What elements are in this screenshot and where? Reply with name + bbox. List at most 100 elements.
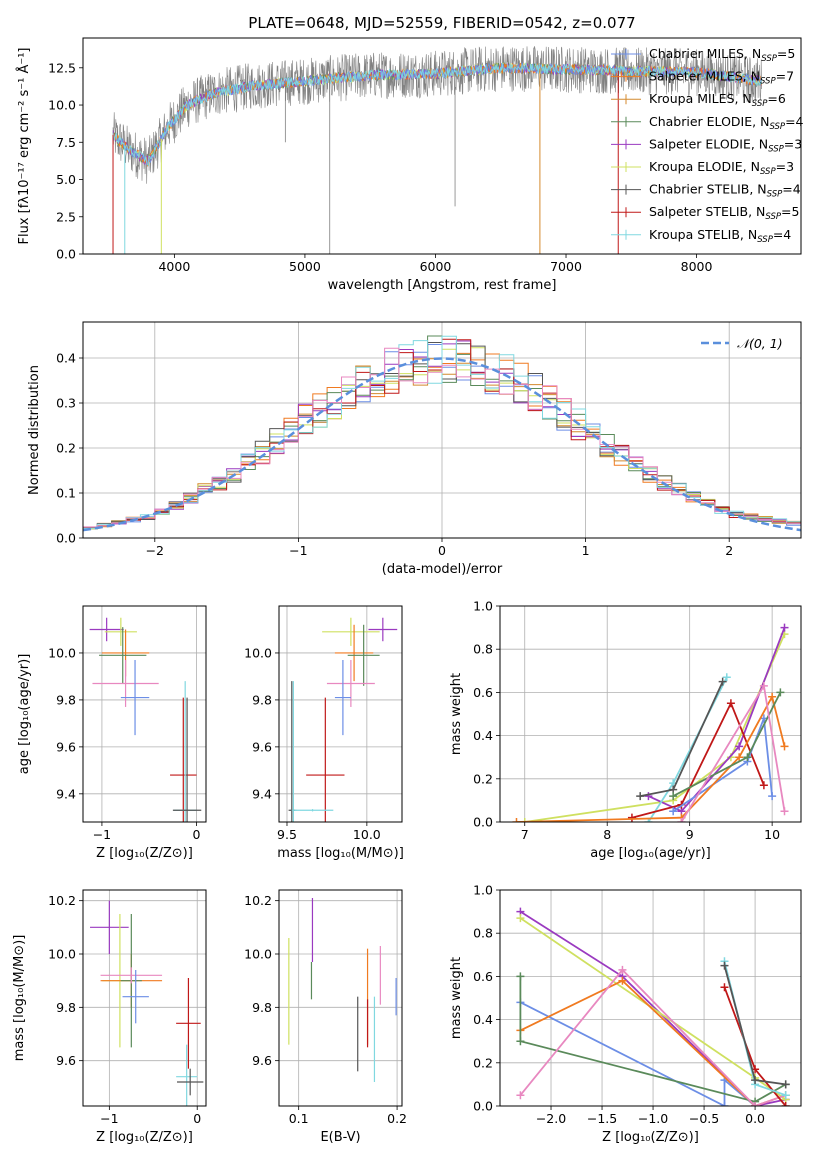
grid-lines bbox=[83, 890, 206, 1106]
x-tick-label: −1 bbox=[93, 827, 111, 842]
legend-entry: Kroupa STELIB, NSSP=4 bbox=[649, 227, 791, 245]
y-axis-label: mass weight bbox=[449, 673, 464, 755]
plot-area bbox=[89, 617, 202, 822]
legend-count: =4 bbox=[782, 182, 800, 197]
residuals-panel: −2 −1 0 1 2 0.0 0.1 0.2 0.3 0.4 (data-model)/error… bbox=[27, 321, 802, 577]
axes-frame bbox=[82, 605, 207, 823]
weight-point bbox=[516, 1037, 525, 1046]
axes-frame bbox=[82, 37, 802, 255]
y-tick-label: 9.6 bbox=[56, 1053, 76, 1068]
weight-point bbox=[751, 1102, 760, 1106]
weight-point bbox=[743, 753, 752, 762]
legend-count: =4 bbox=[785, 114, 803, 129]
plot-area bbox=[90, 900, 204, 1106]
weight-point bbox=[618, 976, 627, 985]
weight-series-s_elodie bbox=[648, 627, 786, 813]
x-tick-label: −1.5 bbox=[587, 1111, 617, 1126]
weight-point bbox=[669, 807, 678, 816]
x-tick-label: 0 bbox=[438, 543, 446, 558]
axes-frame bbox=[278, 889, 403, 1107]
y-tick-label: 0.0 bbox=[473, 1099, 493, 1114]
legend-text: Chabrier MILES, N bbox=[649, 46, 761, 61]
normal-curve bbox=[83, 357, 801, 532]
y-axis-label: age [log₁₀(age/yr)] bbox=[17, 654, 32, 775]
y-axis-label: Flux [fλ10⁻¹⁷ erg cm⁻² s⁻¹ Å⁻¹] bbox=[16, 48, 32, 245]
legend-entry: Kroupa MILES, NSSP=6 bbox=[649, 91, 786, 109]
weight-point bbox=[520, 818, 529, 822]
x-tick-label: 6000 bbox=[420, 259, 452, 274]
y-tick-label: 0.2 bbox=[473, 771, 493, 786]
weight-point bbox=[512, 818, 521, 822]
legend-entry: Salpeter STELIB, NSSP=5 bbox=[649, 204, 799, 222]
x-tick-label: 0.2 bbox=[387, 1111, 407, 1126]
weight-point bbox=[516, 972, 525, 981]
y-tick-label: 9.6 bbox=[56, 739, 76, 754]
y-tick-label: 9.6 bbox=[252, 1053, 272, 1068]
x-tick-label: 8 bbox=[603, 827, 611, 842]
mass-vs-reddening-panel: 0.1 0.2 9.6 9.8 10.0 10.2 E(B-V) bbox=[244, 889, 407, 1145]
y-axis-label: Normed distribution bbox=[27, 365, 42, 495]
y-tick-label: 0.4 bbox=[56, 351, 76, 366]
y-tick-label: 1.0 bbox=[473, 883, 493, 898]
x-tick-label: −1 bbox=[289, 543, 307, 558]
x-tick-label: 2 bbox=[725, 543, 733, 558]
x-tick-label: −2.0 bbox=[536, 1111, 566, 1126]
axes-frame bbox=[82, 321, 802, 539]
legend-text: Salpeter STELIB, N bbox=[649, 204, 765, 219]
y-tick-label: 0.0 bbox=[56, 247, 76, 262]
x-axis-label: E(B-V) bbox=[320, 1130, 360, 1145]
y-tick-label: 7.5 bbox=[56, 135, 76, 150]
legend-count: =7 bbox=[776, 69, 794, 84]
x-tick-label: 0 bbox=[193, 1111, 201, 1126]
y-tick-label: 0.0 bbox=[56, 531, 76, 546]
x-tick-label: −1 bbox=[100, 1111, 118, 1126]
weight-point bbox=[780, 742, 789, 751]
y-tick-label: 12.5 bbox=[48, 60, 76, 75]
weight-point bbox=[720, 961, 729, 970]
x-tick-label: −0.5 bbox=[689, 1111, 719, 1126]
y-tick-label: 9.8 bbox=[252, 692, 272, 707]
plot-area bbox=[112, 46, 762, 254]
y-tick-label: 9.8 bbox=[56, 692, 76, 707]
y-tick-label: 0.8 bbox=[473, 926, 493, 941]
y-tick-label: 0.0 bbox=[473, 815, 493, 830]
legend-entry: 𝒩(0, 1) bbox=[737, 336, 783, 351]
figure-title: PLATE=0648, MJD=52559, FIBERID=0542, z=0… bbox=[248, 14, 635, 32]
legend-text: Chabrier ELODIE, N bbox=[649, 114, 769, 129]
x-tick-label: 7 bbox=[521, 827, 529, 842]
mass-vs-metallicity-panel: −1 0 9.6 9.8 10.0 10.2 Z [log₁₀(Z/Z⊙)] mass [lo… bbox=[12, 889, 207, 1145]
weight-point bbox=[780, 623, 789, 632]
weight-point bbox=[718, 677, 727, 686]
weight-point bbox=[627, 813, 636, 822]
y-tick-label: 9.4 bbox=[252, 786, 272, 801]
y-tick-label: 0.8 bbox=[473, 642, 493, 657]
x-axis-label: Z [log₁₀(Z/Z⊙)] bbox=[96, 1130, 193, 1145]
model-spectrum-k_stelib bbox=[112, 62, 762, 167]
weight-point bbox=[516, 914, 525, 923]
plot-area bbox=[288, 617, 398, 822]
legend-text: Kroupa STELIB, N bbox=[649, 227, 757, 242]
y-tick-label: 10.0 bbox=[48, 645, 76, 660]
legend-entry: Kroupa ELODIE, NSSP=3 bbox=[649, 159, 794, 177]
axes-frame bbox=[499, 889, 802, 1107]
y-tick-label: 9.8 bbox=[56, 1000, 76, 1015]
x-tick-label: −1.0 bbox=[638, 1111, 668, 1126]
y-tick-label: 10.0 bbox=[48, 98, 76, 113]
y-tick-label: 9.6 bbox=[252, 739, 272, 754]
y-tick-label: 10.2 bbox=[244, 893, 272, 908]
weight-point bbox=[669, 792, 678, 801]
legend-entry: Chabrier STELIB, NSSP=4 bbox=[649, 182, 801, 200]
x-axis-label: (data-model)/error bbox=[382, 562, 503, 577]
legend-count: =5 bbox=[777, 46, 795, 61]
y-tick-label: 0.4 bbox=[473, 728, 493, 743]
spectrum-panel: 4000 5000 6000 7000 8000 0.0 2.5 5.0 7.5 10.0 12.5… bbox=[16, 37, 804, 293]
y-tick-label: 0.2 bbox=[473, 1055, 493, 1070]
y-tick-label: 0.3 bbox=[56, 396, 76, 411]
weight-series-s_stelib bbox=[631, 700, 765, 819]
plot-area bbox=[83, 335, 801, 532]
legend-count: =5 bbox=[781, 204, 799, 219]
x-tick-label: 1 bbox=[582, 543, 590, 558]
y-tick-label: 2.5 bbox=[56, 209, 76, 224]
x-axis-label: mass [log₁₀(M/M⊙)] bbox=[277, 846, 404, 861]
plot-area bbox=[288, 898, 397, 1082]
